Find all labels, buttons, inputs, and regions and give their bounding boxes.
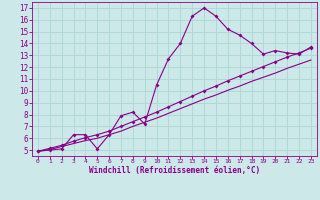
- X-axis label: Windchill (Refroidissement éolien,°C): Windchill (Refroidissement éolien,°C): [89, 166, 260, 175]
